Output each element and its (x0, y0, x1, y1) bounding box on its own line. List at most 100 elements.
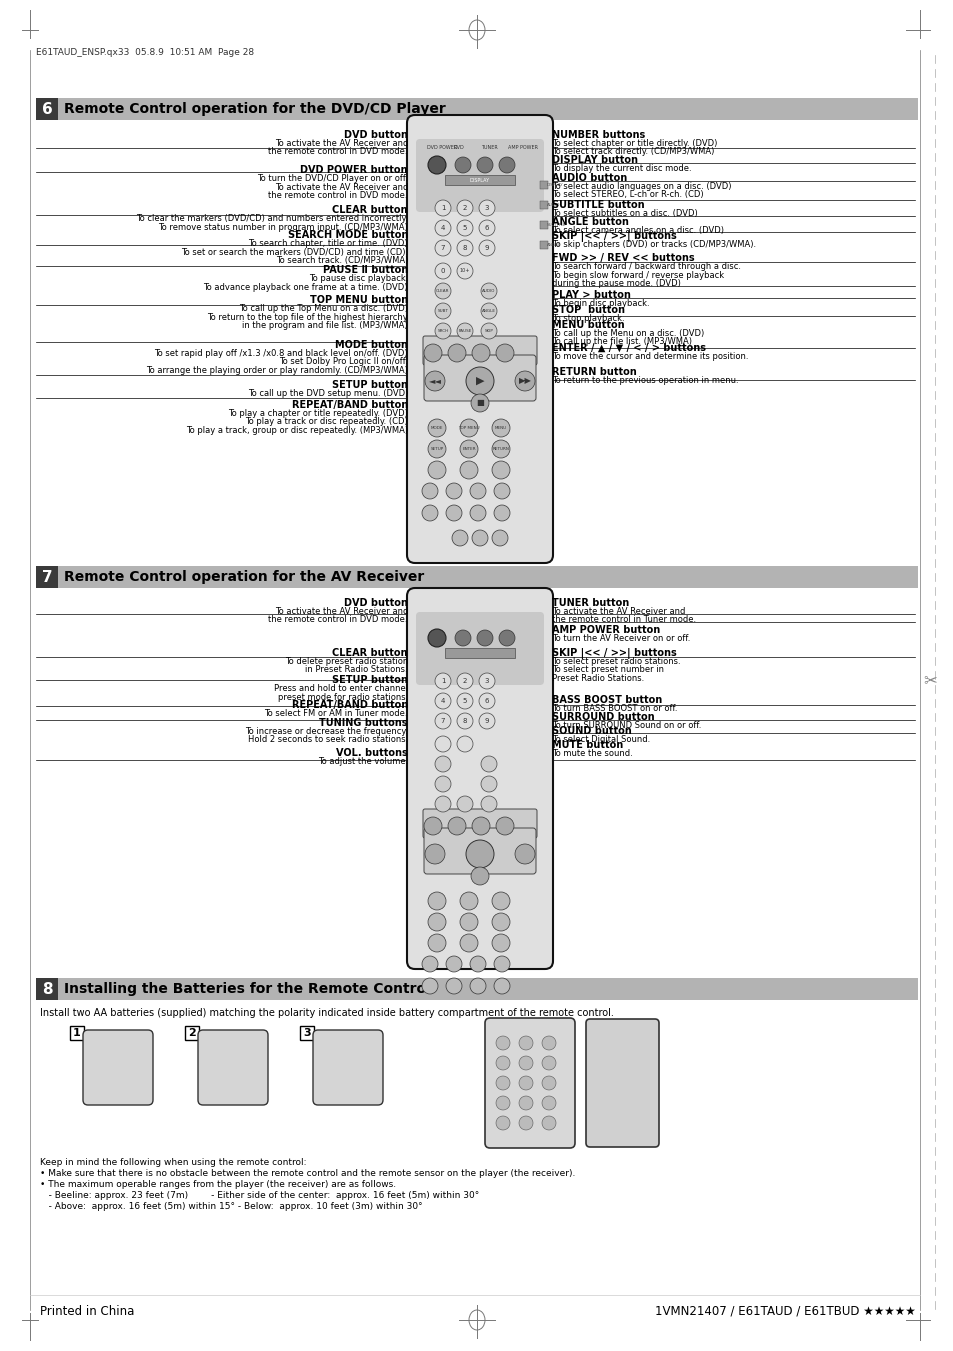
Text: DVD POWER: DVD POWER (427, 145, 456, 150)
Text: TUNING buttons: TUNING buttons (319, 717, 408, 728)
Circle shape (435, 736, 451, 753)
Circle shape (472, 817, 490, 835)
Circle shape (478, 220, 495, 236)
Text: To increase or decrease the frequency.: To increase or decrease the frequency. (245, 727, 408, 736)
Text: 2: 2 (188, 1028, 195, 1038)
Circle shape (435, 713, 451, 730)
Text: 5: 5 (462, 226, 467, 231)
Text: To activate the AV Receiver and: To activate the AV Receiver and (274, 182, 408, 192)
Text: TUNER button: TUNER button (552, 598, 629, 608)
Text: To delete preset radio station: To delete preset radio station (284, 657, 408, 666)
Text: AUDIO button: AUDIO button (552, 173, 626, 182)
Circle shape (423, 817, 441, 835)
FancyBboxPatch shape (416, 612, 543, 685)
Text: To select audio languages on a disc. (DVD): To select audio languages on a disc. (DV… (552, 182, 731, 190)
Circle shape (494, 484, 510, 499)
Text: PAUSE Ⅱ button: PAUSE Ⅱ button (322, 265, 408, 276)
Text: PAUSE: PAUSE (457, 330, 471, 332)
Text: SOUND button: SOUND button (552, 725, 631, 736)
Text: To stop playback.: To stop playback. (552, 313, 624, 323)
Text: DISPLAY: DISPLAY (546, 182, 563, 186)
Circle shape (446, 978, 461, 994)
Text: - Beeline: approx. 23 feet (7m)        - Either side of the center:  approx. 16 : - Beeline: approx. 23 feet (7m) - Either… (40, 1192, 478, 1200)
Bar (70, 1025, 84, 1040)
Circle shape (470, 505, 485, 521)
Text: in the program and file list. (MP3/WMA): in the program and file list. (MP3/WMA) (242, 322, 408, 330)
Text: To select preset radio stations.: To select preset radio stations. (552, 657, 679, 666)
FancyBboxPatch shape (407, 115, 553, 563)
Text: To turn the AV Receiver on or off.: To turn the AV Receiver on or off. (552, 634, 690, 643)
Circle shape (428, 892, 446, 911)
Text: 8: 8 (42, 981, 52, 997)
Text: DVD: DVD (454, 145, 464, 150)
Text: 7: 7 (42, 570, 52, 585)
Text: To begin slow forward / reverse playback: To begin slow forward / reverse playback (552, 270, 723, 280)
Text: Keep in mind the following when using the remote control:: Keep in mind the following when using th… (40, 1158, 306, 1167)
Text: To select FM or AM in Tuner mode.: To select FM or AM in Tuner mode. (264, 709, 408, 717)
Bar (444, 176, 515, 185)
Text: ✂: ✂ (923, 671, 936, 689)
Text: 1: 1 (440, 678, 445, 684)
Text: FWD >> / REV << buttons: FWD >> / REV << buttons (552, 253, 694, 263)
FancyBboxPatch shape (407, 588, 553, 969)
Text: To select STEREO, L-ch or R-ch. (CD): To select STEREO, L-ch or R-ch. (CD) (552, 190, 703, 200)
Text: SUBT: SUBT (437, 309, 448, 313)
Circle shape (465, 367, 494, 394)
Text: SKIP |<< / >>| buttons: SKIP |<< / >>| buttons (552, 648, 676, 659)
Text: To activate the AV Receiver and: To activate the AV Receiver and (274, 607, 408, 616)
Circle shape (541, 1075, 556, 1090)
Text: SUBTITLE: SUBTITLE (546, 223, 566, 227)
Circle shape (456, 673, 473, 689)
Text: 7: 7 (440, 717, 445, 724)
Bar (539, 240, 547, 249)
Text: To remove status number in program input. (CD/MP3/WMA): To remove status number in program input… (158, 223, 408, 231)
Text: To call up the file list. (MP3/WMA): To call up the file list. (MP3/WMA) (552, 338, 691, 346)
Text: To select Digital Sound.: To select Digital Sound. (552, 735, 650, 744)
Circle shape (492, 419, 510, 436)
Circle shape (428, 440, 446, 458)
Circle shape (435, 220, 451, 236)
Circle shape (518, 1116, 533, 1129)
Text: To skip chapters (DVD) or tracks (CD/MP3/WMA).: To skip chapters (DVD) or tracks (CD/MP3… (552, 240, 756, 249)
Text: the remote control in Tuner mode.: the remote control in Tuner mode. (552, 616, 696, 624)
FancyBboxPatch shape (585, 1019, 659, 1147)
Text: REPEAT/BAND button: REPEAT/BAND button (292, 700, 408, 711)
Text: ▶: ▶ (476, 376, 484, 386)
Circle shape (471, 867, 489, 885)
Circle shape (515, 372, 535, 390)
Text: AMP POWER button: AMP POWER button (552, 626, 659, 635)
Circle shape (496, 817, 514, 835)
Circle shape (428, 630, 446, 647)
Circle shape (435, 200, 451, 216)
Text: To return to the top file of the highest hierarchy: To return to the top file of the highest… (207, 312, 408, 322)
Circle shape (448, 345, 465, 362)
Text: To select track directly. (CD/MP3/WMA): To select track directly. (CD/MP3/WMA) (552, 147, 714, 157)
Text: 1VMN21407 / E61TAUD / E61TBUD ★★★★★: 1VMN21407 / E61TAUD / E61TBUD ★★★★★ (655, 1305, 915, 1319)
Circle shape (492, 892, 510, 911)
Text: DVD POWER button: DVD POWER button (300, 165, 408, 176)
Circle shape (480, 303, 497, 319)
Text: SKIP |<< / >>| buttons: SKIP |<< / >>| buttons (552, 231, 676, 242)
Text: SETUP button: SETUP button (332, 380, 408, 390)
Circle shape (456, 220, 473, 236)
Bar (444, 648, 515, 658)
Circle shape (435, 757, 451, 771)
Text: Install two AA batteries (supplied) matching the polarity indicated inside batte: Install two AA batteries (supplied) matc… (40, 1008, 613, 1019)
Circle shape (459, 913, 477, 931)
Text: 6: 6 (484, 226, 489, 231)
Circle shape (455, 157, 471, 173)
Text: SURROUND button: SURROUND button (552, 712, 654, 721)
Text: To adjust the volume.: To adjust the volume. (317, 757, 408, 766)
Text: To play a chapter or title repeatedly. (DVD): To play a chapter or title repeatedly. (… (228, 409, 408, 417)
Text: To search forward / backward through a disc.: To search forward / backward through a d… (552, 262, 740, 272)
Text: 6: 6 (42, 101, 52, 116)
Text: Press and hold to enter channel: Press and hold to enter channel (274, 684, 408, 693)
Circle shape (456, 693, 473, 709)
Text: To move the cursor and determine its position.: To move the cursor and determine its pos… (552, 353, 748, 361)
Circle shape (480, 796, 497, 812)
Circle shape (435, 282, 451, 299)
Text: To return to the previous operation in menu.: To return to the previous operation in m… (552, 376, 738, 385)
Circle shape (541, 1116, 556, 1129)
Circle shape (478, 200, 495, 216)
Text: PLAY > button: PLAY > button (552, 290, 630, 300)
